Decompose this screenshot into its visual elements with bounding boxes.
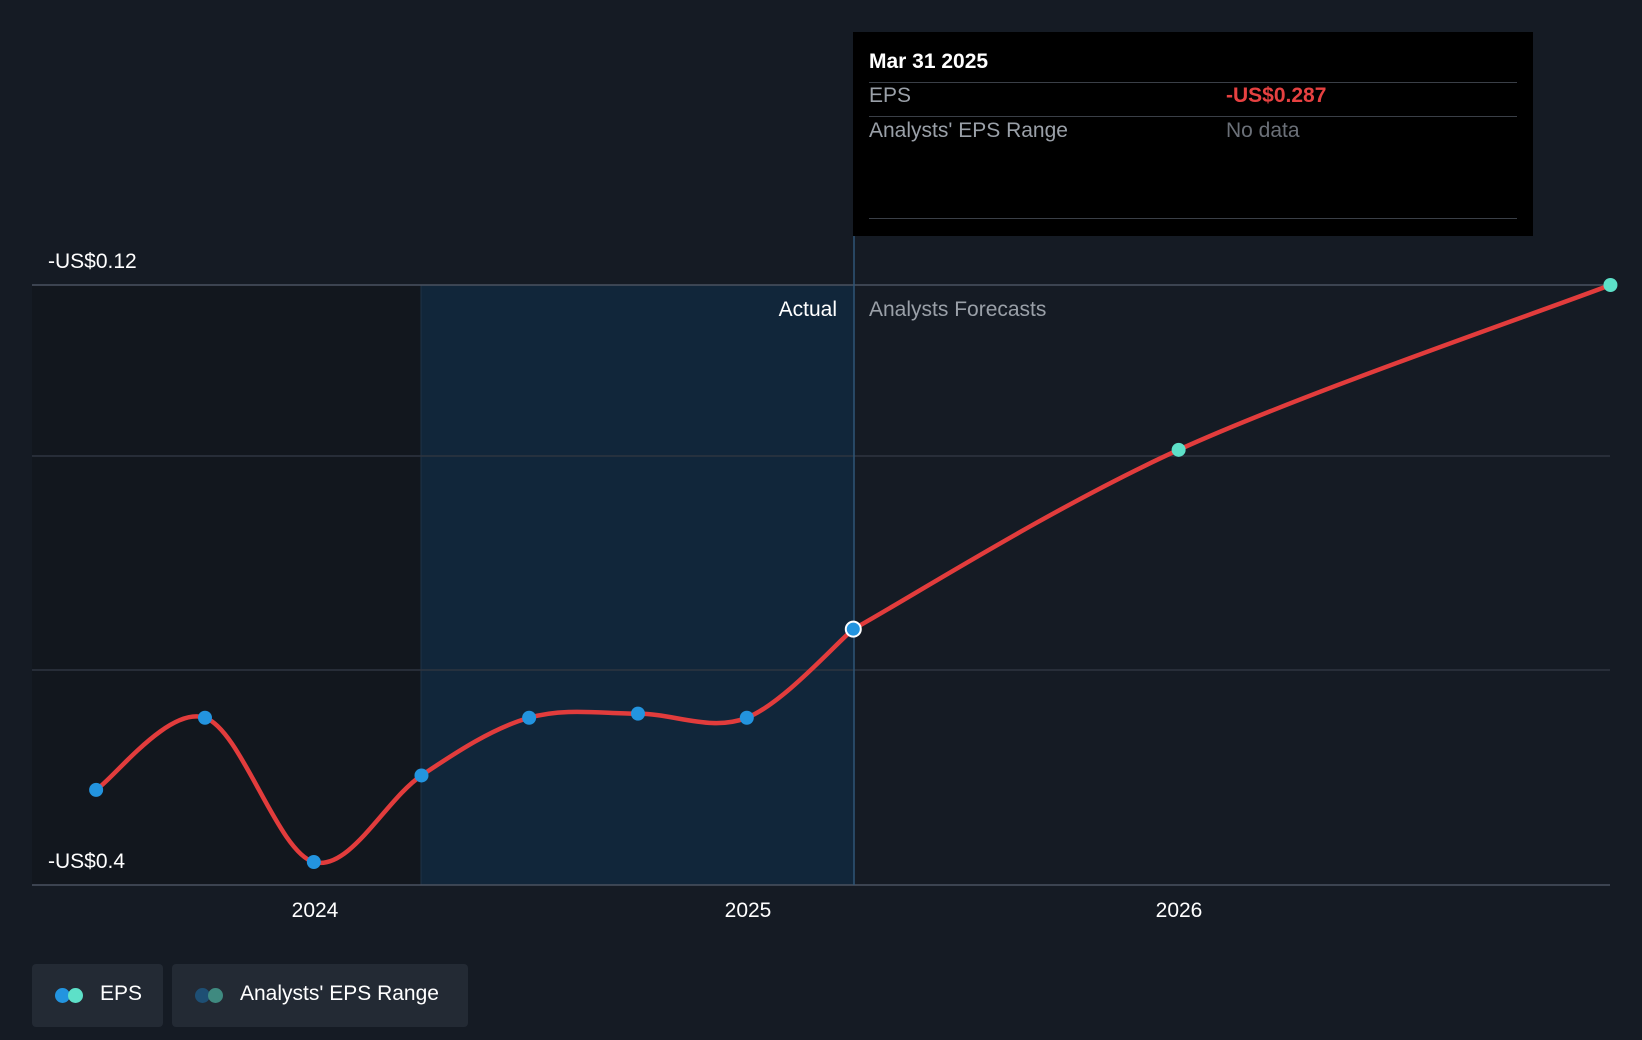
- tooltip: Mar 31 2025 EPS -US$0.287 Analysts' EPS …: [853, 32, 1533, 236]
- range-forecast-dot-icon: [208, 988, 223, 1003]
- actual-band: [421, 285, 854, 885]
- eps-forecast-point-2026-12-31[interactable]: [1603, 278, 1618, 292]
- eps-actual-point-2023-06-30[interactable]: [89, 782, 104, 797]
- x-tick-2024: 2024: [292, 899, 339, 922]
- forecast-region-label: Analysts Forecasts: [869, 298, 1046, 321]
- legend-eps[interactable]: EPS: [32, 964, 163, 1027]
- eps-actual-point-2025-03-31[interactable]: [844, 620, 862, 638]
- eps-points: [89, 278, 1618, 869]
- legend-analysts-range[interactable]: Analysts' EPS Range: [172, 964, 468, 1027]
- eps-actual-point-2023-09-30[interactable]: [197, 710, 212, 725]
- eps-actual-dot-icon: [55, 988, 70, 1003]
- x-tick-2026: 2026: [1156, 899, 1203, 922]
- y-label-top: -US$0.12: [48, 250, 137, 273]
- eps-actual-point-2023-12-31[interactable]: [306, 855, 321, 869]
- eps-actual-point-2024-09-30[interactable]: [630, 706, 645, 721]
- tooltip-date: Mar 31 2025: [869, 50, 989, 73]
- tooltip-eps-value: -US$0.287: [1226, 84, 1327, 107]
- y-label-bottom: -US$0.4: [48, 850, 125, 873]
- range-actual-dot-icon: [195, 988, 210, 1003]
- tooltip-divider-2: [869, 116, 1517, 117]
- tooltip-divider-1: [869, 82, 1517, 83]
- pre-band-shade: [32, 285, 421, 885]
- tooltip-divider-3: [869, 218, 1517, 219]
- tooltip-range-value: No data: [1226, 119, 1300, 142]
- eps-forecast-dot-icon: [68, 988, 83, 1003]
- tooltip-range-label: Analysts' EPS Range: [869, 119, 1068, 142]
- x-tick-2025: 2025: [725, 899, 772, 922]
- eps-forecast-line: [851, 282, 1613, 632]
- eps-actual-point-2024-12-31[interactable]: [739, 710, 754, 725]
- actual-region-label: Actual: [779, 298, 837, 321]
- eps-forecast-point-2025-12-31[interactable]: [1171, 442, 1186, 457]
- legend-eps-label: EPS: [100, 982, 143, 1005]
- eps-actual-point-2024-06-30[interactable]: [522, 710, 537, 725]
- legend-range-label: Analysts' EPS Range: [240, 982, 439, 1005]
- eps-actual-point-2024-03-31[interactable]: [414, 768, 429, 783]
- tooltip-eps-label: EPS: [869, 84, 912, 107]
